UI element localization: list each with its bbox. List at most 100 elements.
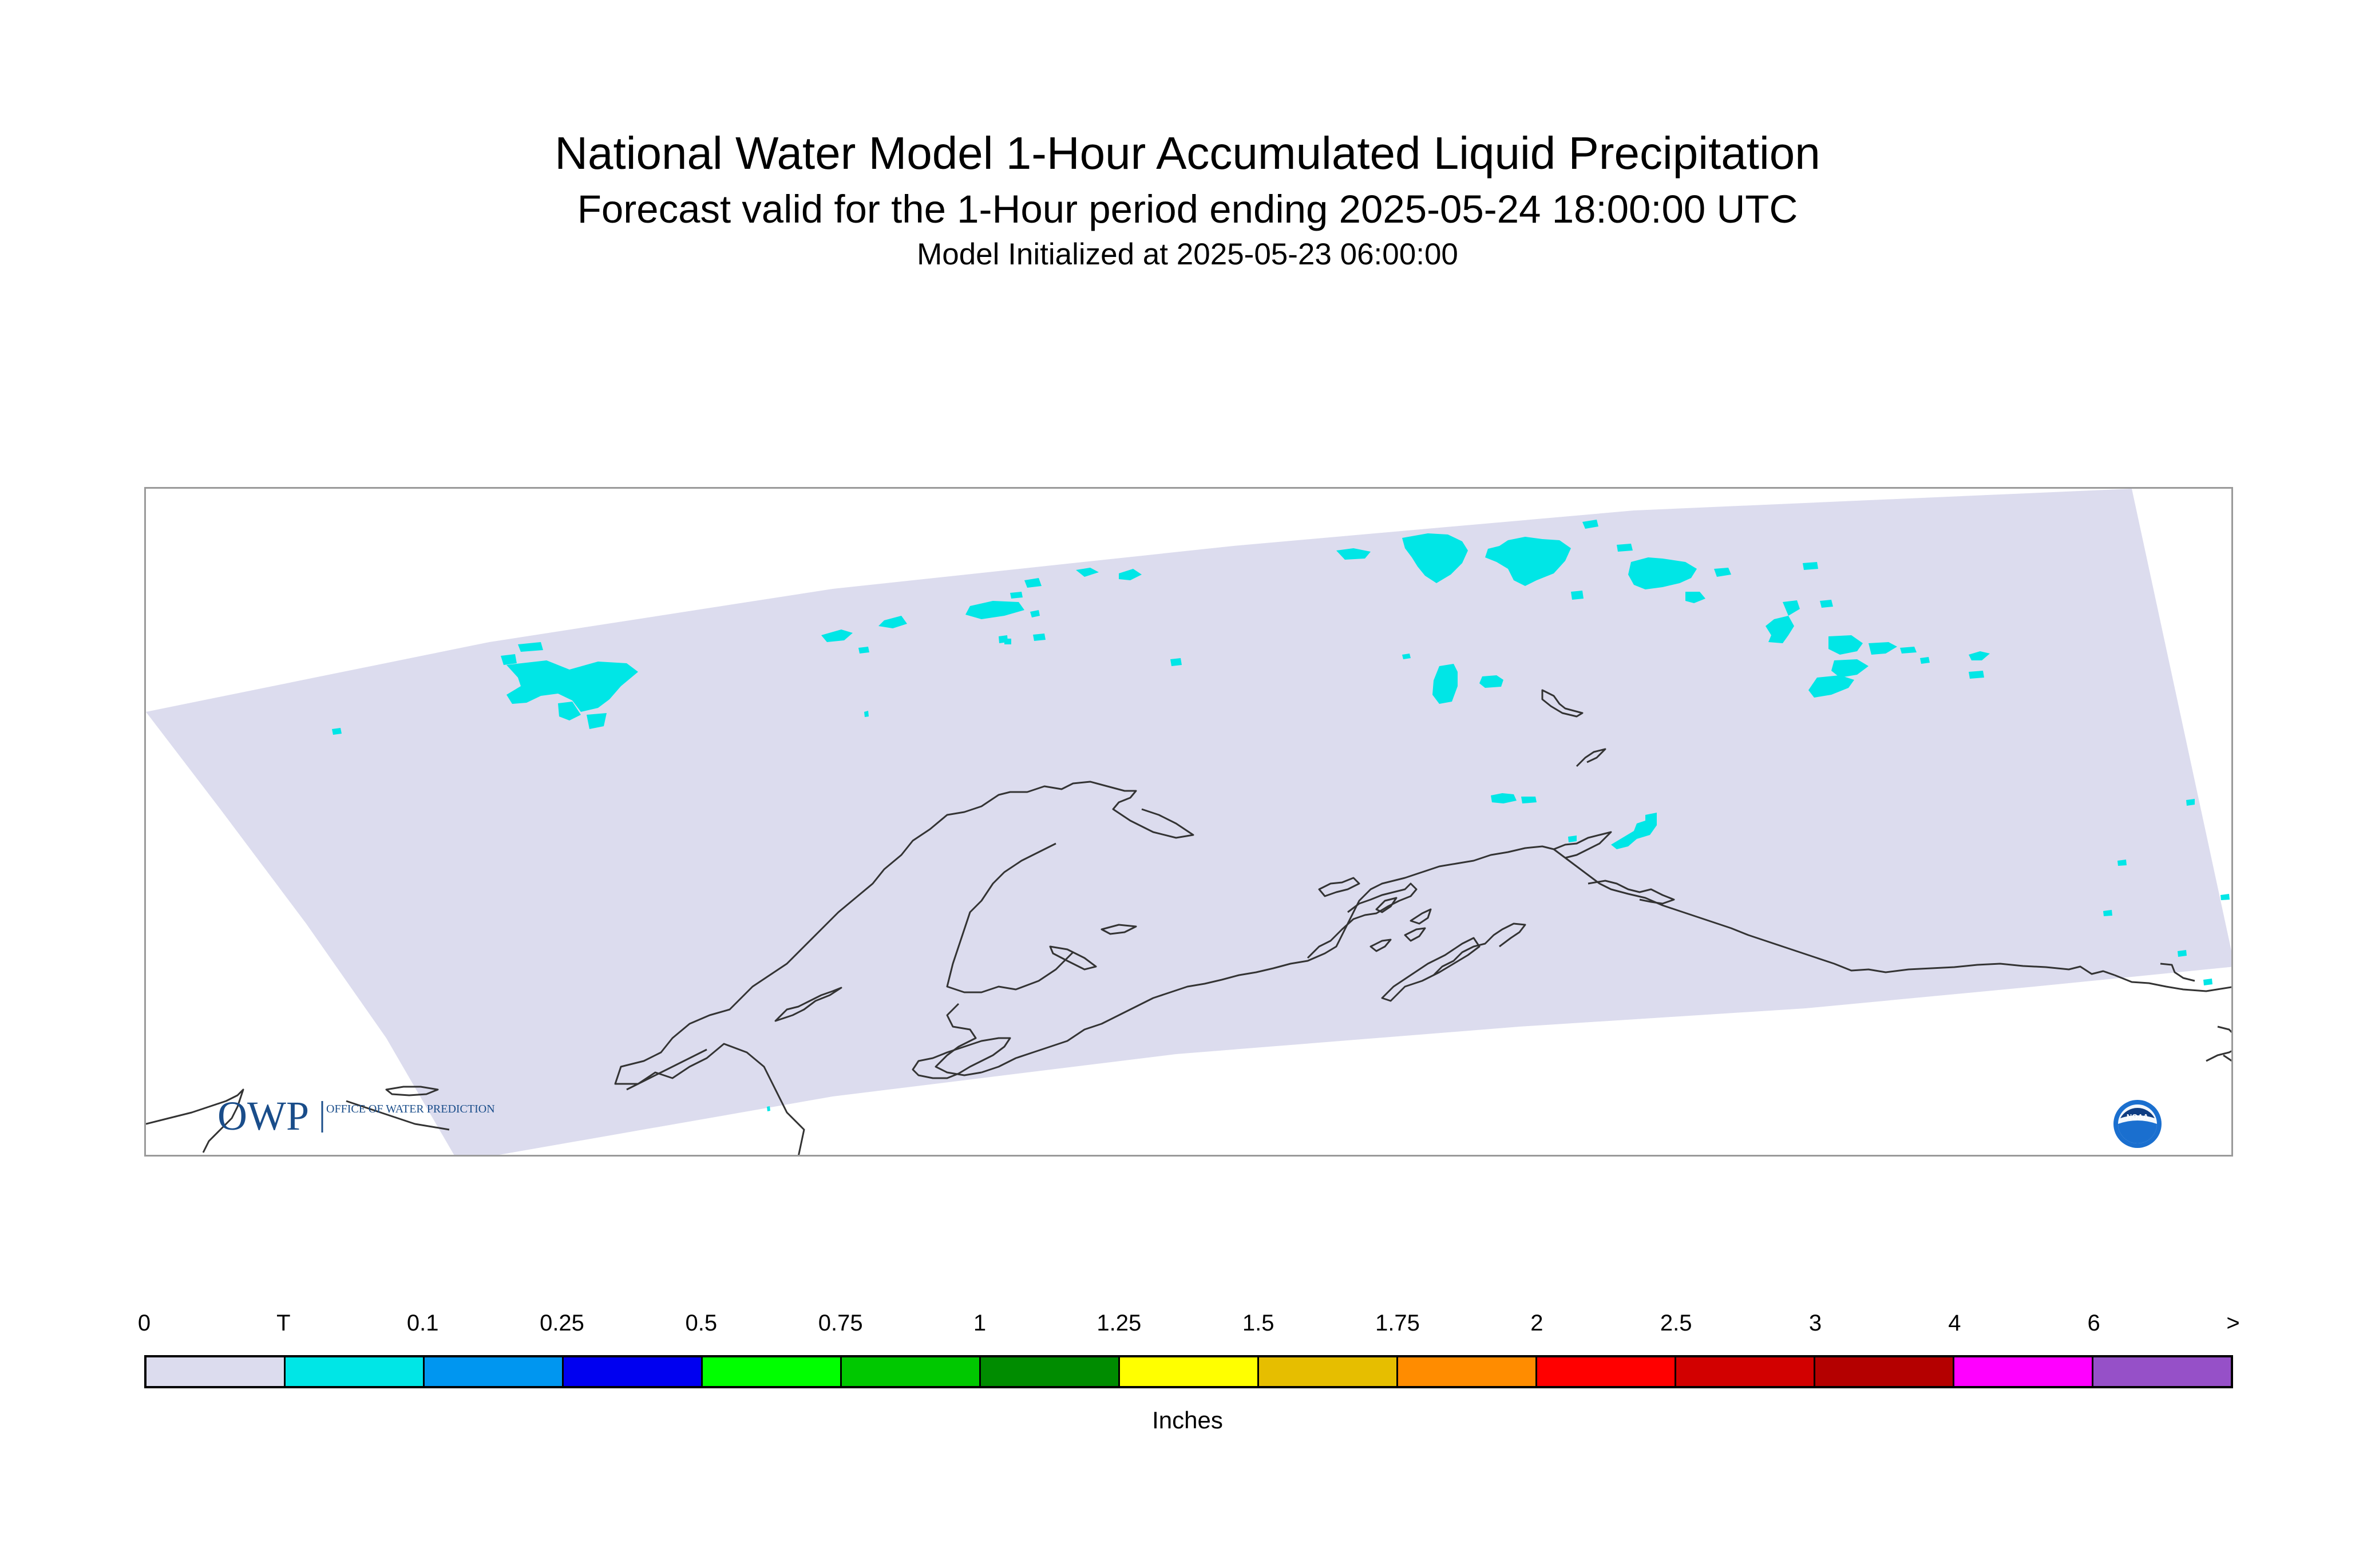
precip-cell [1611, 813, 1657, 849]
precip-cell [1685, 592, 1705, 603]
legend-tick-label: 1.5 [1242, 1310, 1274, 1336]
precip-cell [1030, 610, 1040, 617]
russia-coast [146, 1088, 244, 1153]
prince-william-sound [1369, 897, 1432, 952]
precip-cell [518, 642, 543, 652]
precip-cell [1076, 568, 1099, 577]
lake-iliamna [1101, 924, 1137, 935]
precip-cell [501, 654, 517, 665]
precip-cell [1119, 569, 1142, 580]
bristol-bay-coast [981, 845, 2115, 1074]
precip-cell [2117, 860, 2127, 866]
precip-cell [1714, 568, 1731, 577]
cook-inlet-coast [1432, 922, 1526, 976]
lake-clark [1049, 945, 1097, 971]
legend-swatch [1815, 1357, 1954, 1386]
precip-cell [1010, 592, 1023, 599]
kodiak-island [1381, 937, 1481, 1002]
legend-swatch [147, 1357, 286, 1386]
precip-cell [1803, 562, 1818, 570]
kotzebue-sound [1541, 689, 1584, 718]
owp-logo-text: OWP [217, 1093, 309, 1139]
precip-cell [1820, 600, 1833, 608]
precip-cell [332, 728, 342, 735]
legend-swatch [842, 1357, 981, 1386]
precip-cell [1766, 600, 1800, 643]
precip-cell [587, 713, 607, 729]
precip-cell [1628, 557, 1697, 589]
canada-coast [2206, 1050, 2231, 1062]
precip-cell [1491, 793, 1517, 803]
chukotka-coast [346, 1100, 450, 1131]
precip-cell [2103, 910, 2112, 916]
legend-swatch [1398, 1357, 1537, 1386]
owp-logo-subtext: OFFICE OF WATER PREDICTION [326, 1103, 495, 1115]
legend-tick-label: 0.25 [540, 1310, 584, 1336]
legend-tick-label: 0.75 [818, 1310, 863, 1336]
legend-tick-label: 1.25 [1097, 1310, 1142, 1336]
precip-cell [965, 601, 1024, 619]
precip-cell [1170, 658, 1182, 666]
precip-cell [1485, 537, 1571, 586]
precip-cell [1336, 548, 1371, 560]
legend-swatch [981, 1357, 1120, 1386]
legend-swatch [1676, 1357, 1815, 1386]
legend-swatch [1120, 1357, 1259, 1386]
precip-cell [1024, 578, 1042, 588]
precip-cell [1402, 533, 1468, 583]
forecast-valid-subtitle: Forecast valid for the 1-Hour period end… [577, 187, 1798, 231]
precip-cell [1479, 675, 1503, 688]
kuskokwim-bay-coast [935, 1003, 982, 1076]
alaska-interior-coast [946, 842, 1074, 993]
precip-cell [1582, 520, 1598, 529]
legend-tick-label: 1.75 [1375, 1310, 1420, 1336]
precip-cell [1900, 647, 1917, 654]
legend-tick-label: 2 [1530, 1310, 1543, 1336]
legend-swatch [2093, 1357, 2231, 1386]
legend-tick-label: 3 [1808, 1310, 1822, 1336]
precip-cell [2203, 979, 2212, 985]
st-lawrence-island [385, 1086, 439, 1096]
precip-cell [821, 629, 853, 642]
precip-cell [506, 660, 638, 712]
precip-cell [1831, 659, 1869, 678]
precip-cell [2186, 799, 2195, 806]
legend-tick-label: 0.1 [406, 1310, 439, 1336]
legend-tick-label: 2.5 [1660, 1310, 1692, 1336]
legend-colorbar [144, 1355, 2233, 1388]
precip-cell [1571, 591, 1584, 600]
copper-river-coast [1553, 831, 1612, 859]
legend-tick-label: 0.5 [685, 1310, 718, 1336]
map-title: National Water Model 1-Hour Accumulated … [555, 128, 1820, 179]
legend-swatch [564, 1357, 703, 1386]
legend-swatch [1259, 1357, 1398, 1386]
coastlines [146, 689, 2231, 1155]
legend-tick-label: 0 [137, 1310, 151, 1336]
legend-tick-label: > [2226, 1310, 2240, 1336]
precip-cell [1617, 544, 1633, 552]
aleutian-island [774, 987, 842, 1022]
precip-cell [1521, 797, 1537, 803]
legend-swatch [425, 1357, 564, 1386]
legend-swatch [1954, 1357, 2093, 1386]
precip-cell [878, 616, 907, 628]
precip-cell [1568, 836, 1577, 842]
north-river-line [1576, 748, 1606, 767]
precip-cell [2178, 950, 2187, 957]
norton-sound [626, 1048, 707, 1091]
southeast-coast-line [1588, 880, 1675, 905]
kenai-islands [1318, 877, 1360, 897]
precip-cell [864, 711, 869, 717]
legend-tick-label: 1 [973, 1310, 987, 1336]
precip-cell [1432, 664, 1458, 704]
legend-swatch [1537, 1357, 1676, 1386]
model-domain [146, 489, 2231, 1155]
noaa-logo: NOAA [2113, 1100, 2162, 1148]
precip-cell [1004, 639, 1011, 644]
precip-cell [1969, 651, 1990, 660]
precipitation-map: OWP OFFICE OF WATER PREDICTION NOAA [144, 487, 2233, 1157]
beaufort-coast [2160, 963, 2195, 982]
kenai-peninsula-coast [1307, 882, 1418, 959]
precip-cell [1969, 671, 1984, 679]
map-canvas: OWP OFFICE OF WATER PREDICTION NOAA [146, 489, 2231, 1155]
